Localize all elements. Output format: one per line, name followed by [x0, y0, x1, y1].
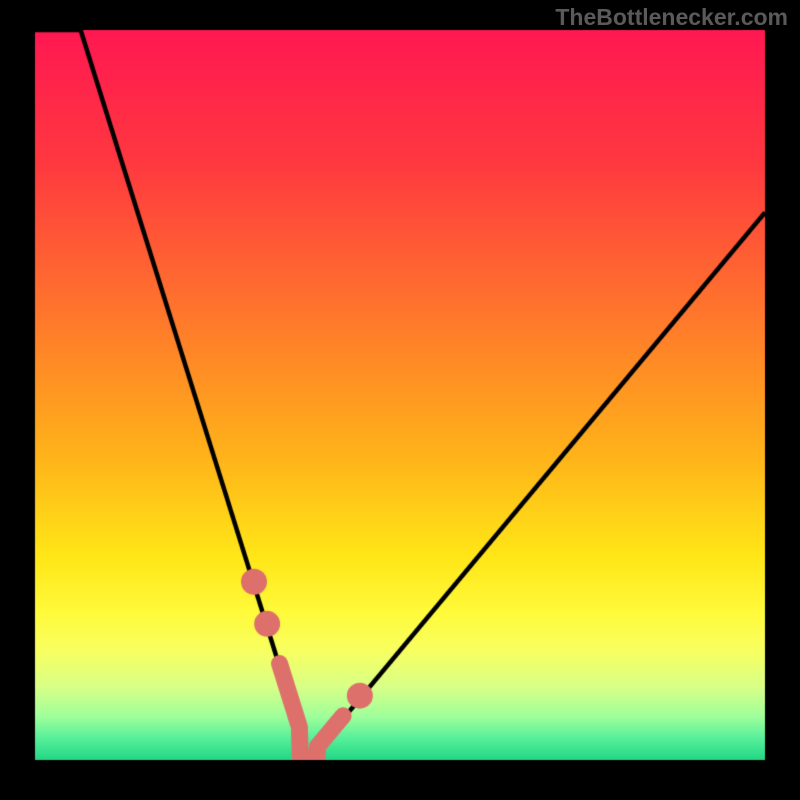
chart-stage: TheBottlenecker.com: [0, 0, 800, 800]
attribution-watermark: TheBottlenecker.com: [555, 4, 788, 31]
bottleneck-curve-chart: [0, 0, 800, 800]
